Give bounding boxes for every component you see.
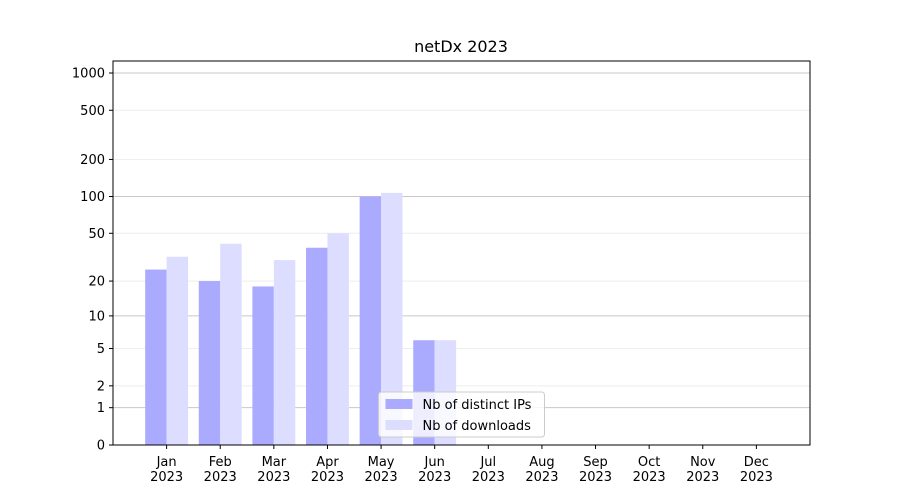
x-tick-label: May 2023: [365, 455, 398, 485]
x-tick-label: Feb 2023: [204, 455, 237, 485]
bar: [252, 286, 274, 445]
x-tick-label: Sep 2023: [579, 455, 612, 485]
bar: [327, 233, 349, 445]
y-tick-label: 5: [97, 342, 105, 357]
bar: [306, 247, 328, 445]
y-tick-label: 2: [97, 379, 105, 394]
bar: [166, 256, 189, 445]
x-tick-label: Nov 2023: [686, 455, 719, 485]
x-tick-label: Aug 2023: [525, 455, 558, 485]
y-tick-label: 500: [80, 104, 105, 119]
y-tick-label: 20: [88, 275, 105, 290]
chart-title: netDx 2023: [414, 37, 508, 56]
y-tick-label: 10: [88, 309, 105, 324]
plot-frame: [112, 60, 811, 446]
legend-swatch: [385, 420, 413, 430]
bar: [220, 243, 242, 445]
y-tick-label: 1000: [72, 67, 105, 82]
legend-swatch: [385, 399, 413, 409]
x-tick-label: Jun 2023: [418, 455, 451, 485]
legend-box: [378, 391, 545, 438]
legend-label: Nb of downloads: [423, 419, 532, 434]
x-tick-label: Dec 2023: [740, 455, 773, 485]
y-tick-label: 200: [80, 153, 105, 168]
y-tick-label: 0: [97, 439, 105, 454]
legend-label: Nb of distinct IPs: [423, 398, 532, 413]
y-tick-label: 1: [97, 401, 105, 416]
bar: [273, 260, 296, 445]
y-tick-label: 100: [80, 190, 105, 205]
legend: Nb of distinct IPs Nb of downloads: [378, 391, 545, 438]
x-tick-label: Mar 2023: [257, 455, 290, 485]
x-tick-label: Apr 2023: [311, 455, 344, 485]
bar: [145, 269, 167, 445]
bar: [381, 192, 403, 445]
x-tick-label: Oct 2023: [633, 455, 666, 485]
bar: [359, 196, 382, 445]
y-tick-label: 50: [88, 227, 105, 242]
x-tick-label: Jul 2023: [472, 455, 505, 485]
bar: [198, 281, 221, 445]
x-tick-label: Jan 2023: [150, 455, 183, 485]
